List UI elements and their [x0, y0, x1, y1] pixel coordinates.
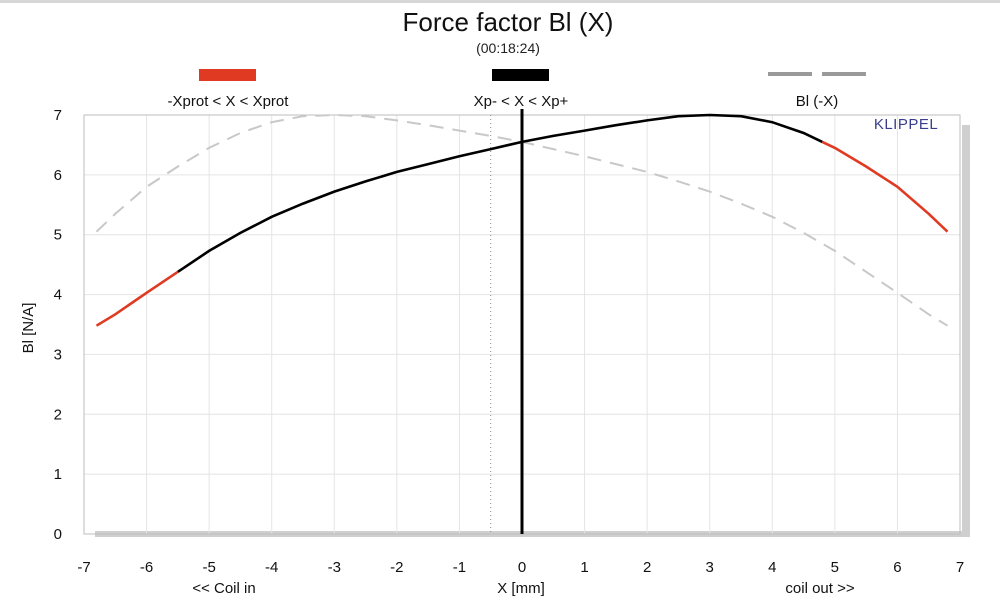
x-tick-label: 7	[956, 559, 964, 576]
y-tick-label: 0	[54, 526, 62, 543]
series-bl-x-black	[177, 113, 823, 273]
legend-swatch-black	[492, 69, 549, 81]
y-tick-label: 4	[54, 287, 62, 304]
x-tick-label: -2	[390, 559, 403, 576]
y-tick-label: 7	[54, 107, 62, 124]
x-tick-label: -7	[77, 559, 90, 576]
legend-label-red: -Xprot < X < Xprot	[168, 93, 290, 110]
x-tick-label: 3	[706, 559, 714, 576]
tick-layer: -7 -6 -5 -4 -3 -2 -1 0 1 2 3 4 5 6 7 0 1 2 3 4 5 6 7	[54, 107, 965, 576]
x-tick-label: 6	[893, 559, 901, 576]
x-tick-label: -3	[328, 559, 341, 576]
series-layer	[95, 109, 949, 534]
x-axis-note-right: coil out >>	[785, 580, 854, 597]
x-tick-label: 5	[831, 559, 839, 576]
y-tick-label: 6	[54, 167, 62, 184]
y-axis-label: Bl [N/A]	[20, 303, 37, 354]
x-tick-label: 1	[580, 559, 588, 576]
chart-subtitle: (00:18:24)	[476, 40, 540, 56]
x-tick-label: -5	[202, 559, 215, 576]
series-bl-x-red-left	[95, 270, 179, 327]
x-tick-label: 0	[518, 559, 526, 576]
x-tick-label: 2	[643, 559, 651, 576]
y-tick-label: 5	[54, 227, 62, 244]
legend-label-black: Xp- < X < Xp+	[474, 93, 569, 110]
x-axis-note-left: << Coil in	[192, 580, 255, 597]
legend-label-dashed: Bl (-X)	[796, 93, 839, 110]
chart-svg: Force factor Bl (X) (00:18:24) -Xprot < …	[20, 7, 970, 597]
x-tick-label: -1	[453, 559, 466, 576]
brand-label: KLIPPEL	[874, 116, 938, 133]
y-tick-label: 3	[54, 346, 62, 363]
x-tick-label: -4	[265, 559, 278, 576]
y-tick-label: 2	[54, 406, 62, 423]
x-tick-label: 4	[768, 559, 776, 576]
x-axis-label: X [mm]	[497, 580, 545, 597]
legend-swatch-red	[199, 69, 256, 81]
y-tick-label: 1	[54, 466, 62, 483]
x-tick-label: -6	[140, 559, 153, 576]
plot-shadow-right	[962, 125, 970, 535]
series-bl-x-red-right	[821, 140, 949, 233]
chart-title: Force factor Bl (X)	[403, 7, 614, 37]
